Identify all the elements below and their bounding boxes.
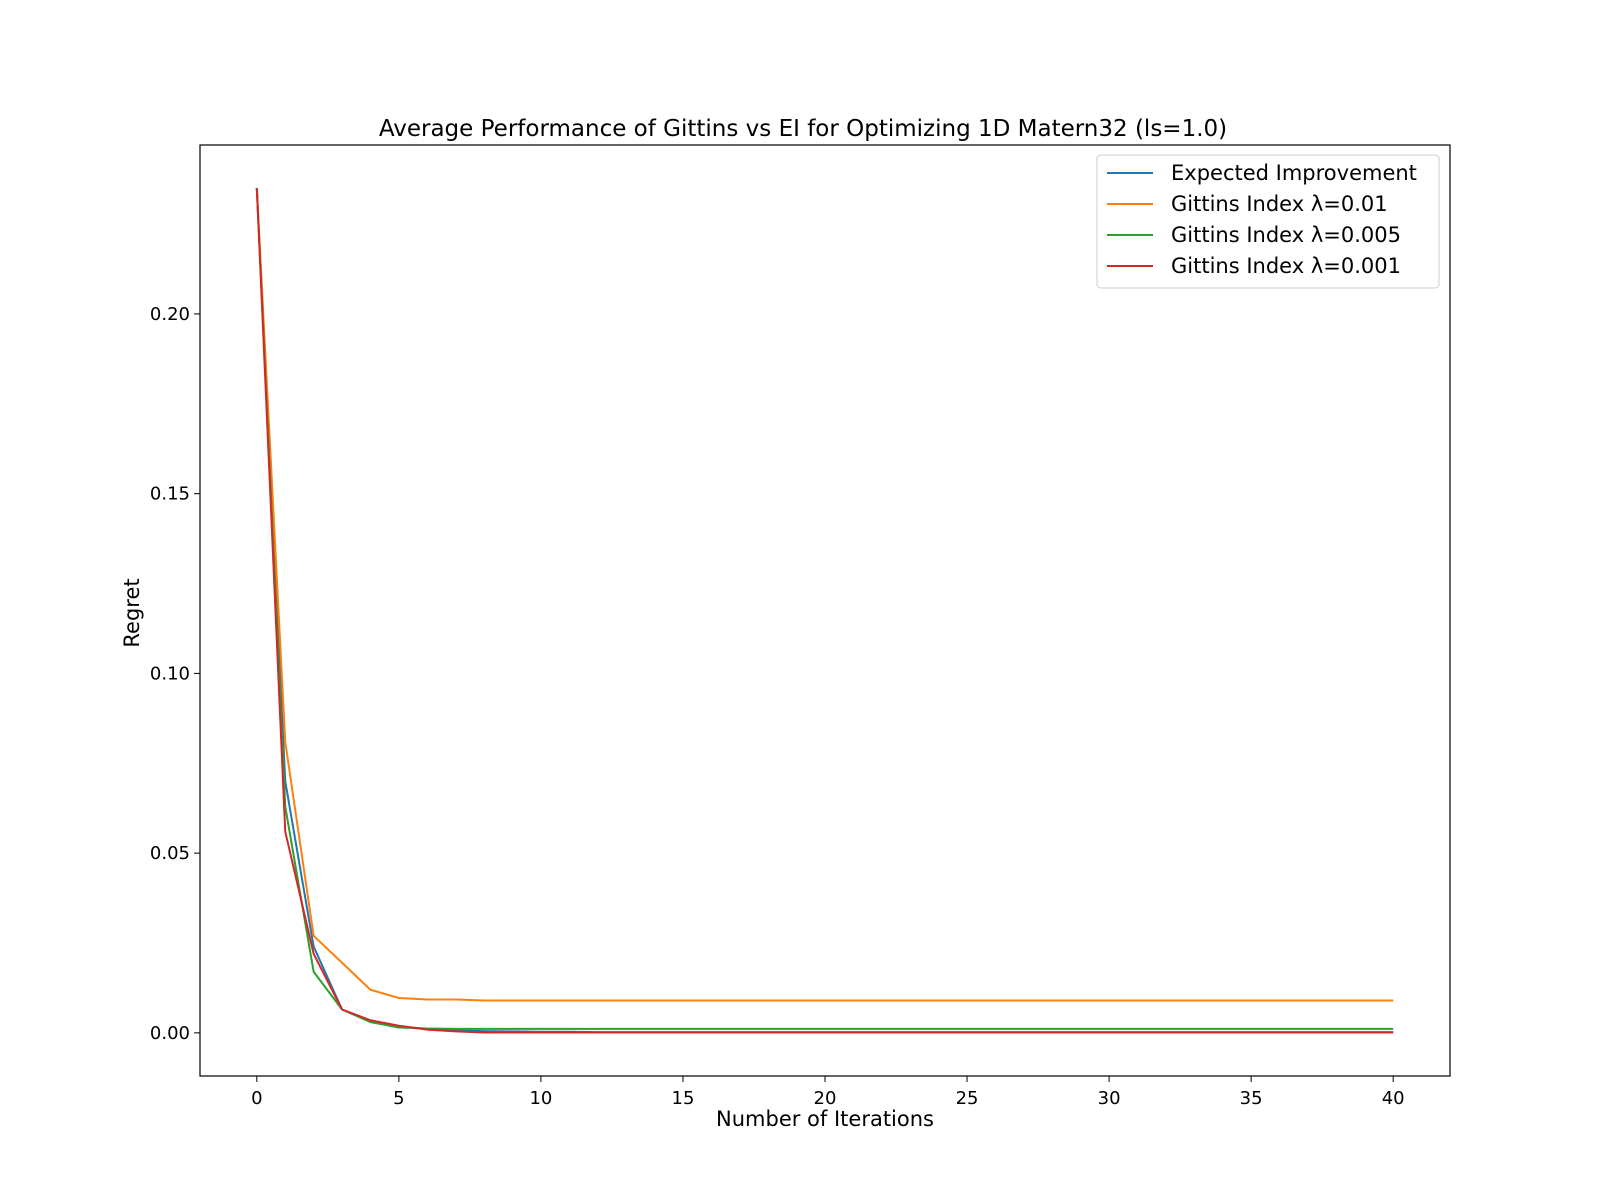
y-tick-label: 0.10 xyxy=(150,663,190,684)
series-line-3 xyxy=(255,188,1394,1034)
x-tick-label: 40 xyxy=(1382,1088,1405,1109)
x-axis-ticks: 0 5 10 15 20 25 30 35 40 xyxy=(251,1076,1405,1109)
legend-label-0: Expected Improvement xyxy=(1171,161,1417,185)
x-tick-label: 5 xyxy=(393,1088,404,1109)
x-tick-label: 35 xyxy=(1240,1088,1263,1109)
plot-lines xyxy=(255,188,1394,1034)
legend-label-3: Gittins Index λ=0.001 xyxy=(1171,254,1401,278)
x-tick-label: 25 xyxy=(956,1088,979,1109)
x-tick-label: 20 xyxy=(814,1088,837,1109)
legend-label-1: Gittins Index λ=0.01 xyxy=(1171,192,1388,216)
y-axis-label: Regret xyxy=(120,578,144,647)
x-tick-label: 30 xyxy=(1098,1088,1121,1109)
y-tick-label: 0.15 xyxy=(150,484,190,505)
x-tick-label: 10 xyxy=(529,1088,552,1109)
x-tick-label: 0 xyxy=(251,1088,262,1109)
y-tick-label: 0.00 xyxy=(150,1023,190,1044)
legend-label-2: Gittins Index λ=0.005 xyxy=(1171,223,1401,247)
y-tick-label: 0.20 xyxy=(150,304,190,325)
legend-box xyxy=(1096,154,1440,289)
y-tick-label: 0.05 xyxy=(150,843,190,864)
y-axis-ticks: 0.00 0.05 0.10 0.15 0.20 xyxy=(150,304,200,1044)
series-line-2 xyxy=(255,188,1394,1030)
series-line-1 xyxy=(255,188,1394,1002)
x-axis-label: Number of Iterations xyxy=(716,1107,934,1131)
legend: Expected Improvement Gittins Index λ=0.01… xyxy=(1096,154,1440,289)
chart-title: Average Performance of Gittins vs EI for… xyxy=(379,116,1227,142)
x-tick-label: 15 xyxy=(672,1088,695,1109)
